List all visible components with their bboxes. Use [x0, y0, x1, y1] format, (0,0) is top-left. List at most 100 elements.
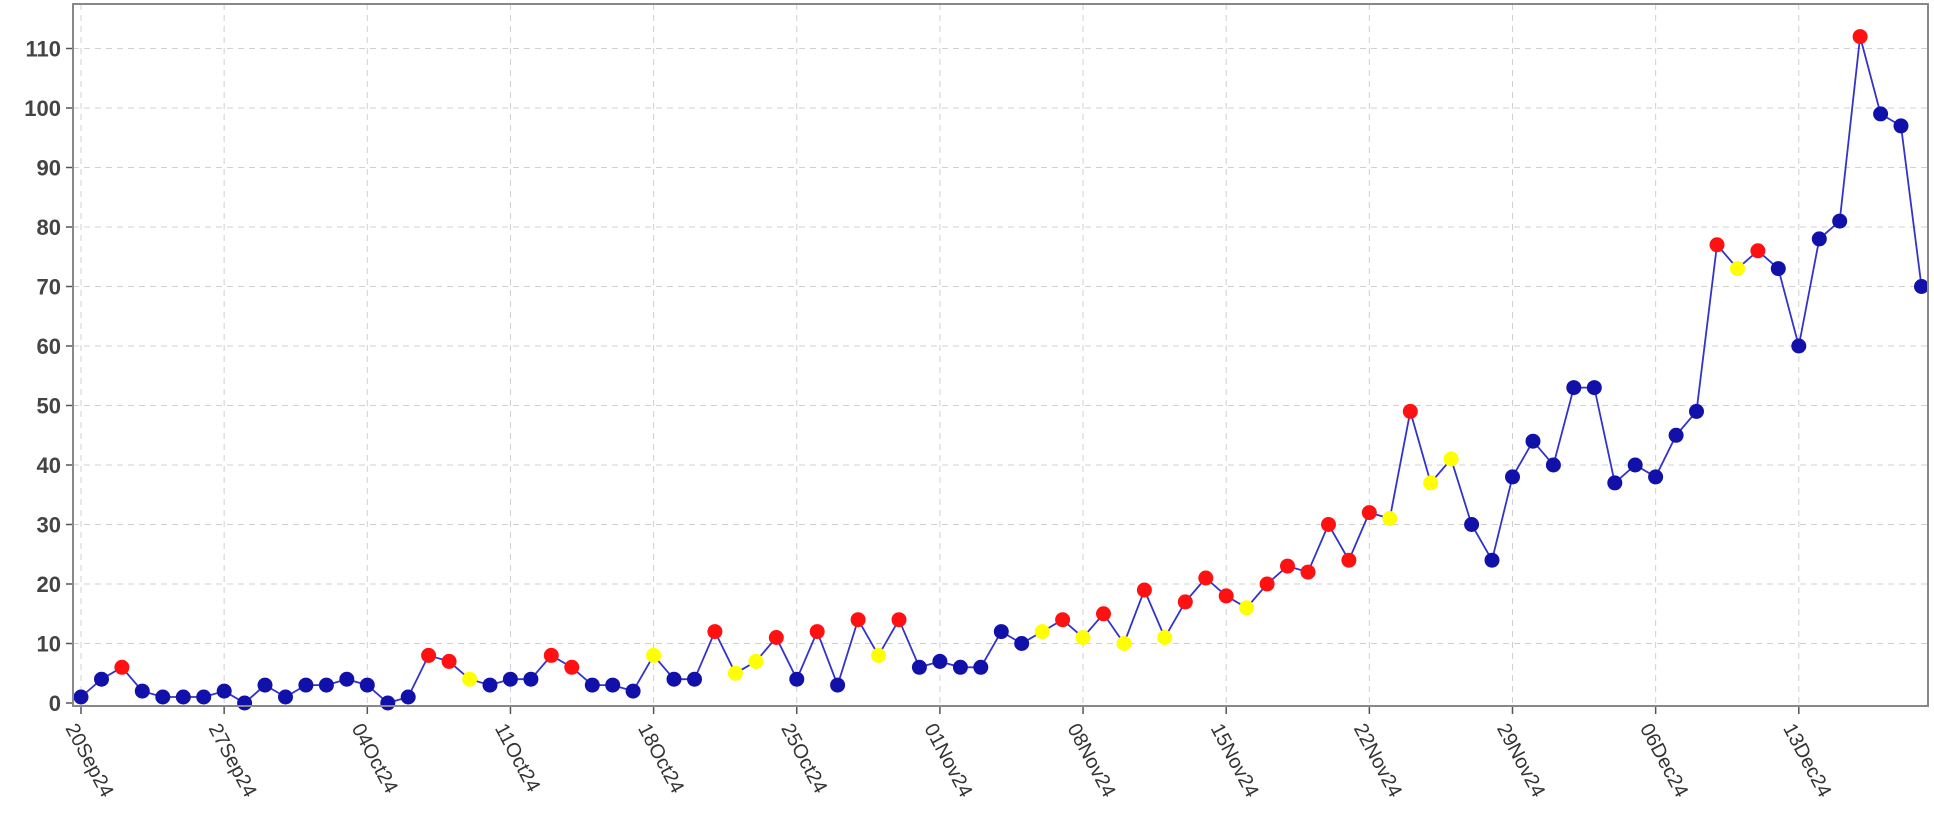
y-tick-label: 80	[37, 215, 61, 240]
data-point-yellow	[727, 665, 743, 681]
data-point-red	[1177, 594, 1193, 610]
y-tick-label: 100	[24, 96, 61, 121]
data-point-blue	[1791, 338, 1807, 354]
data-point-blue	[584, 677, 600, 693]
data-point-blue	[1873, 106, 1889, 122]
data-point-blue	[298, 677, 314, 693]
data-point-blue	[993, 624, 1009, 640]
data-point-red	[543, 647, 559, 663]
data-point-blue	[400, 689, 416, 705]
y-tick-label: 60	[37, 334, 61, 359]
data-point-blue	[1505, 469, 1520, 485]
data-point-yellow	[1443, 451, 1459, 467]
data-point-red	[707, 624, 723, 640]
data-point-blue	[1586, 380, 1602, 396]
data-point-red	[1402, 403, 1418, 419]
data-point-blue	[523, 671, 539, 687]
data-point-blue	[380, 695, 396, 711]
data-point-blue	[911, 659, 927, 675]
data-point-blue	[1566, 380, 1582, 396]
data-point-blue	[1832, 213, 1848, 229]
data-point-red	[1750, 243, 1766, 259]
data-point-red	[1280, 558, 1295, 574]
series	[73, 29, 1929, 711]
data-point-red	[1198, 570, 1214, 586]
data-point-yellow	[1730, 261, 1745, 277]
data-point-red	[564, 659, 580, 675]
data-point-blue	[73, 689, 89, 705]
data-point-red	[1852, 29, 1868, 45]
data-point-red	[809, 624, 825, 640]
data-point-blue	[318, 677, 334, 693]
data-point-red	[1300, 564, 1316, 580]
data-point-blue	[1770, 261, 1786, 277]
data-point-blue	[789, 671, 805, 687]
data-point-yellow	[1423, 475, 1439, 491]
data-point-blue	[1607, 475, 1623, 491]
data-point-blue	[666, 671, 682, 687]
data-point-blue	[216, 683, 232, 699]
data-point-blue	[1525, 433, 1541, 449]
y-tick-label: 70	[37, 275, 61, 300]
data-point-blue	[830, 677, 846, 693]
y-tick-label: 110	[26, 37, 62, 62]
data-point-red	[1259, 576, 1275, 592]
grid-lines	[73, 4, 1928, 706]
data-point-blue	[625, 683, 641, 699]
data-point-blue	[175, 689, 191, 705]
y-tick-label: 20	[37, 572, 61, 597]
data-point-blue	[1545, 457, 1561, 473]
data-point-blue	[1464, 517, 1480, 532]
y-tick-label: 0	[49, 691, 61, 716]
y-tick-label: 10	[37, 632, 61, 657]
data-point-red	[1341, 552, 1357, 568]
data-point-blue	[973, 659, 989, 675]
data-point-blue	[1014, 636, 1030, 651]
data-point-red	[1096, 606, 1111, 622]
y-tick-label: 90	[37, 156, 61, 181]
data-point-blue	[482, 677, 498, 693]
data-point-blue	[1689, 403, 1704, 419]
data-point-blue	[196, 689, 212, 705]
data-point-yellow	[462, 671, 478, 687]
y-axis-ticks: 0 10 20 30 40 50 60 70 80 90 100 110	[24, 37, 73, 716]
data-point-blue	[1484, 552, 1500, 568]
data-point-blue	[339, 671, 355, 687]
data-point-blue	[134, 683, 150, 699]
data-point-red	[1321, 517, 1336, 532]
data-point-yellow	[646, 647, 662, 663]
data-point-blue	[1893, 118, 1909, 134]
y-tick-label: 30	[37, 513, 61, 538]
data-point-yellow	[871, 647, 886, 663]
data-point-red	[1709, 237, 1725, 253]
data-point-blue	[932, 653, 948, 669]
data-point-red	[441, 653, 457, 669]
data-point-blue	[605, 677, 621, 693]
data-point-blue	[687, 671, 702, 687]
data-point-red	[891, 612, 907, 628]
data-point-blue	[94, 671, 109, 687]
data-point-red	[1218, 588, 1234, 604]
data-point-yellow	[1075, 630, 1091, 645]
data-point-blue	[257, 677, 273, 693]
data-point-blue	[278, 689, 293, 705]
data-point-yellow	[1239, 600, 1255, 616]
data-point-blue	[1811, 231, 1827, 247]
data-point-red	[114, 659, 130, 675]
data-point-yellow	[748, 653, 764, 669]
data-point-yellow	[1034, 624, 1050, 640]
data-point-blue	[1668, 427, 1684, 443]
plot-frame	[72, 3, 1929, 707]
data-point-yellow	[1116, 636, 1132, 651]
data-point-blue	[1648, 469, 1664, 485]
data-point-red	[421, 647, 437, 663]
data-point-blue	[1914, 279, 1929, 294]
data-point-blue	[1627, 457, 1643, 473]
y-tick-label: 50	[37, 394, 61, 419]
data-point-blue	[952, 659, 968, 675]
data-point-blue	[359, 677, 375, 693]
data-point-red	[1055, 612, 1071, 628]
data-point-blue	[502, 671, 518, 687]
data-point-red	[850, 612, 866, 628]
